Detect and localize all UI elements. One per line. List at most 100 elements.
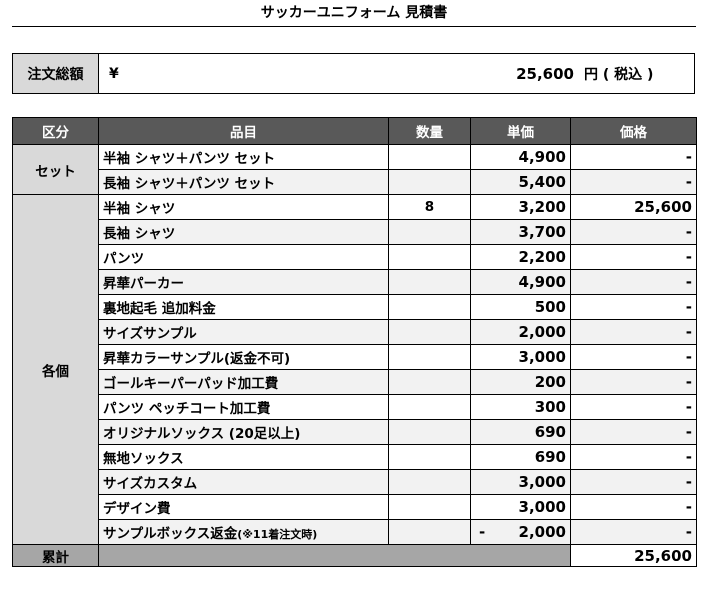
item-name: 無地ソックス — [98, 444, 389, 470]
item-name: 半袖 シャツ — [98, 194, 389, 220]
quantity-cell[interactable] — [388, 219, 471, 245]
price: - — [570, 494, 697, 520]
table-row: 昇華パーカー 4,900 - — [13, 269, 697, 295]
price: - — [570, 269, 697, 295]
quantity-cell[interactable] — [388, 344, 471, 370]
unit-price-value: 2,000 — [518, 523, 566, 541]
table-row: サイズカスタム 3,000 - — [13, 469, 697, 495]
summary-label: 累計 — [12, 544, 99, 567]
quantity-cell[interactable] — [388, 144, 471, 170]
quantity-cell[interactable] — [388, 444, 471, 470]
price: - — [570, 319, 697, 345]
table-row: 各個 半袖 シャツ 8 3,200 25,600 — [12, 194, 697, 545]
item-name: 半袖 シャツ＋パンツ セット — [98, 144, 389, 170]
page-title: サッカーユニフォーム 見積書 — [12, 2, 696, 27]
item-name-text: サンプルボックス返金 — [103, 526, 238, 542]
table-row: セット 半袖 シャツ＋パンツ セット 4,900 - — [12, 144, 697, 195]
table-row: オリジナルソックス (20足以上) 690 - — [13, 419, 697, 445]
price: - — [570, 369, 697, 395]
item-note: (※11着注文時) — [237, 528, 318, 541]
quantity-cell[interactable] — [388, 369, 471, 395]
unit-price: 690 — [470, 419, 571, 445]
price: - — [570, 219, 697, 245]
order-total-amount: 25,600 — [516, 64, 574, 83]
table-row: デザイン費 3,000 - — [13, 494, 697, 520]
unit-price: - 2,000 — [470, 519, 571, 545]
price: 25,600 — [570, 194, 697, 220]
price: - — [570, 294, 697, 320]
quantity-cell[interactable] — [388, 419, 471, 445]
quantity-cell[interactable] — [388, 294, 471, 320]
table-row: 裏地起毛 追加料金 500 - — [13, 294, 697, 320]
quantity-cell[interactable] — [388, 319, 471, 345]
summary-filler — [98, 544, 571, 567]
category-individual: 各個 — [12, 194, 99, 545]
header-category: 区分 — [12, 117, 99, 145]
quantity-cell[interactable] — [388, 519, 471, 545]
header-price: 価格 — [570, 117, 697, 145]
quantity-cell[interactable] — [388, 244, 471, 270]
minus-sign: - — [479, 523, 486, 541]
item-name: デザイン費 — [98, 494, 389, 520]
quote-table: 区分 品目 数量 単価 価格 セット 半袖 シャツ＋パンツ セット 4,900 … — [12, 117, 697, 567]
unit-price: 3,000 — [470, 494, 571, 520]
price: - — [570, 169, 697, 195]
header-quantity: 数量 — [388, 117, 471, 145]
price: - — [570, 344, 697, 370]
unit-price: 4,900 — [470, 144, 571, 170]
table-row: ゴールキーパーパッド加工費 200 - — [13, 369, 697, 395]
unit-price: 2,200 — [470, 244, 571, 270]
item-name: サイズサンプル — [98, 319, 389, 345]
price: - — [570, 519, 697, 545]
currency-symbol: ¥ — [109, 65, 119, 82]
table-row: サンプルボックス返金(※11着注文時) -2,000 - — [13, 519, 697, 545]
item-name: オリジナルソックス (20足以上) — [98, 419, 389, 445]
header-item: 品目 — [98, 117, 389, 145]
item-name: 裏地起毛 追加料金 — [98, 294, 389, 320]
order-total-label: 注文総額 — [13, 54, 99, 93]
table-header-row: 区分 品目 数量 単価 価格 — [12, 117, 697, 145]
category-set: セット — [12, 144, 99, 195]
unit-price: 300 — [470, 394, 571, 420]
unit-price: 200 — [470, 369, 571, 395]
price: - — [570, 244, 697, 270]
item-name: 昇華カラーサンプル(返金不可) — [98, 344, 389, 370]
price: - — [570, 419, 697, 445]
table-row: サイズサンプル 2,000 - — [13, 319, 697, 345]
quantity-cell[interactable] — [388, 469, 471, 495]
summary-amount: 25,600 — [570, 544, 697, 567]
table-row: パンツ 2,200 - — [13, 244, 697, 270]
unit-price: 500 — [470, 294, 571, 320]
order-total-box: 注文総額 ¥ 25,600 円 ( 税込 ) — [12, 53, 695, 94]
price: - — [570, 144, 697, 170]
unit-price: 3,000 — [470, 344, 571, 370]
unit-price: 2,000 — [470, 319, 571, 345]
unit-price: 3,700 — [470, 219, 571, 245]
item-name: 昇華パーカー — [98, 269, 389, 295]
quantity-cell[interactable] — [388, 169, 471, 195]
item-name: サンプルボックス返金(※11着注文時) — [98, 519, 389, 545]
summary-row: 累計 25,600 — [12, 544, 697, 567]
order-total-unit: 円 ( 税込 ) — [584, 66, 654, 83]
unit-price: 3,200 — [470, 194, 571, 220]
quantity-cell[interactable]: 8 — [388, 194, 471, 220]
header-unit-price: 単価 — [470, 117, 571, 145]
table-row: 長袖 シャツ＋パンツ セット 5,400 - — [13, 169, 697, 195]
item-name: パンツ — [98, 244, 389, 270]
item-name: 長袖 シャツ — [98, 219, 389, 245]
unit-price: 690 — [470, 444, 571, 470]
price: - — [570, 469, 697, 495]
quantity-cell[interactable] — [388, 494, 471, 520]
item-name: サイズカスタム — [98, 469, 389, 495]
item-name: 長袖 シャツ＋パンツ セット — [98, 169, 389, 195]
quantity-cell[interactable] — [388, 394, 471, 420]
item-name: ゴールキーパーパッド加工費 — [98, 369, 389, 395]
unit-price: 3,000 — [470, 469, 571, 495]
table-row: 昇華カラーサンプル(返金不可) 3,000 - — [13, 344, 697, 370]
price: - — [570, 444, 697, 470]
table-row: パンツ ペッチコート加工費 300 - — [13, 394, 697, 420]
price: - — [570, 394, 697, 420]
unit-price: 4,900 — [470, 269, 571, 295]
table-row: 無地ソックス 690 - — [13, 444, 697, 470]
quantity-cell[interactable] — [388, 269, 471, 295]
